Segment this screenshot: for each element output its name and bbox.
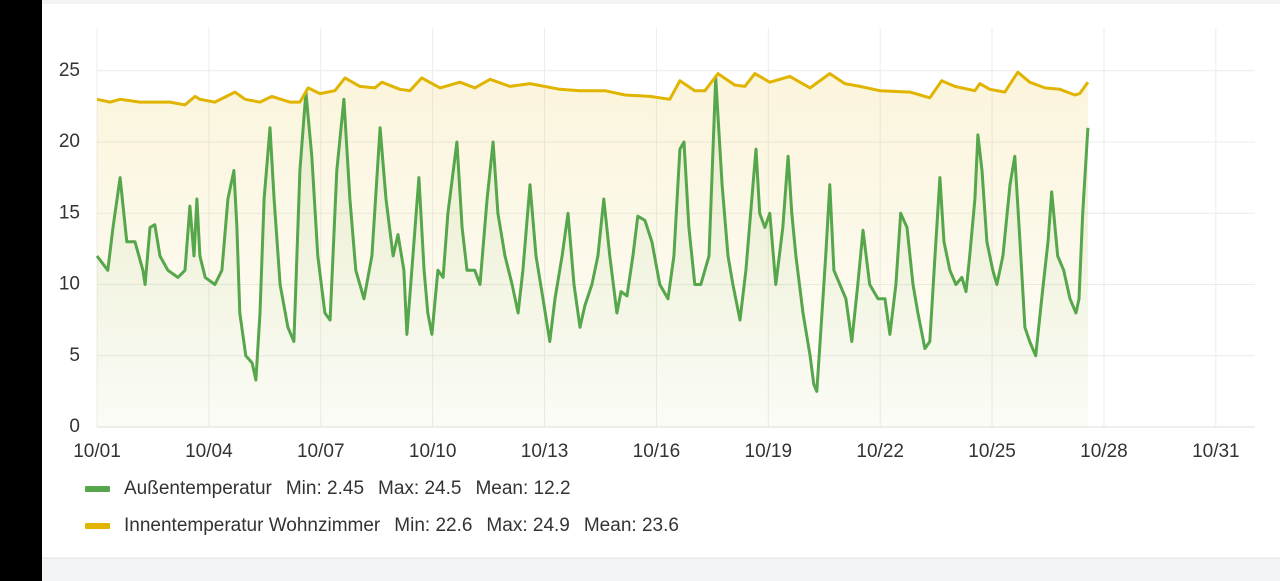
y-tick-label: 25: [59, 60, 80, 81]
x-tick-label: 10/25: [968, 441, 1016, 462]
legend-stat: Max: 24.5: [378, 478, 461, 499]
series-area: [97, 72, 1088, 427]
legend-stat: Mean: 23.6: [584, 515, 679, 536]
legend-name: Innentemperatur Wohnzimmer: [124, 515, 381, 536]
x-tick-label: 10/28: [1080, 441, 1128, 462]
x-tick-label: 10/22: [856, 441, 904, 462]
bottom-strip: [42, 558, 1280, 581]
legend-name: Außentemperatur: [124, 478, 273, 499]
top-strip: [42, 0, 1280, 4]
y-tick-label: 20: [59, 131, 80, 152]
x-tick-label: 10/31: [1192, 441, 1240, 462]
legend-stat: Max: 24.9: [486, 515, 569, 536]
y-tick-label: 15: [59, 202, 80, 223]
legend-stat: Min: 22.6: [394, 515, 472, 536]
x-tick-label: 10/07: [297, 441, 345, 462]
legend-stat: Min: 2.45: [286, 478, 364, 499]
legend-entry: Innentemperatur Wohnzimmer Min: 22.6 Max: …: [124, 515, 679, 536]
legend-stat: Mean: 12.2: [475, 478, 570, 499]
legend-swatch: [85, 523, 110, 529]
x-tick-label: 10/01: [73, 441, 121, 462]
x-tick-label: 10/19: [745, 441, 793, 462]
series-line: [95, 76, 1090, 393]
legend-entry: Außentemperatur Min: 2.45 Max: 24.5 Mean: 1…: [124, 478, 571, 499]
y-tick-label: 0: [69, 416, 80, 437]
side-bar: [0, 0, 42, 581]
x-tick-label: 10/04: [185, 441, 233, 462]
x-tick-label: 10/10: [409, 441, 457, 462]
y-tick-label: 10: [59, 274, 80, 295]
y-tick-label: 5: [69, 345, 80, 366]
x-tick-label: 10/16: [633, 441, 681, 462]
series-line: [96, 70, 1090, 107]
legend-swatch: [85, 486, 110, 492]
x-tick-label: 10/13: [521, 441, 569, 462]
